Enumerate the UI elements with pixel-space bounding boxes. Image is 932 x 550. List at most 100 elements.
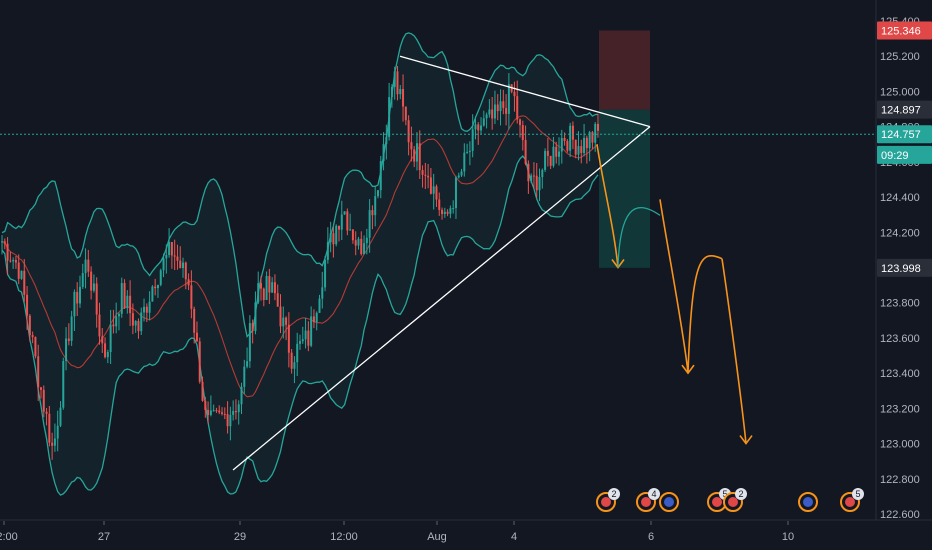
- event-flag: [845, 497, 855, 507]
- candle-body: [365, 237, 368, 244]
- candle-body: [67, 338, 70, 341]
- price-tag-entry: [877, 100, 932, 119]
- candle-body: [588, 132, 591, 149]
- triangle-lower-line: [232, 126, 651, 471]
- candle-body: [115, 316, 118, 327]
- candle-body: [285, 317, 288, 325]
- time-axis[interactable]: 12:00 27 29 12:00 Aug 4 6 10: [0, 519, 932, 543]
- candle-body: [310, 316, 313, 346]
- candle-body: [435, 186, 438, 200]
- event-badge-count: 4: [651, 489, 656, 499]
- candle-body: [276, 293, 279, 307]
- candle-body: [90, 271, 93, 291]
- candle-body: [212, 410, 215, 412]
- candle-body: [594, 123, 597, 143]
- candle-body: [493, 104, 496, 119]
- candle-body: [413, 149, 416, 162]
- candle-body: [340, 214, 343, 230]
- price-tick-label: 123.800: [880, 298, 920, 310]
- candle-body: [477, 124, 480, 131]
- candle-body: [583, 137, 586, 153]
- candle-body: [260, 283, 263, 289]
- candle-body: [134, 320, 137, 326]
- candle-body: [402, 89, 405, 107]
- candle-body: [98, 314, 101, 337]
- price-tag-countdown: [877, 145, 932, 164]
- candle-body: [148, 301, 151, 313]
- candle-body: [28, 315, 31, 336]
- candle-body: [251, 323, 254, 332]
- candle-body: [324, 259, 327, 288]
- candle-body: [201, 381, 204, 401]
- candle-body: [532, 175, 535, 177]
- candle-body: [424, 174, 427, 176]
- candle-body: [42, 389, 45, 412]
- candle-body: [304, 330, 307, 340]
- candle-body: [388, 97, 391, 137]
- candle-body: [26, 294, 29, 316]
- candle-body: [145, 306, 148, 313]
- candle-body: [187, 279, 190, 286]
- event-markers[interactable]: 2 4 5 2 5: [596, 488, 864, 512]
- candle-body: [162, 258, 165, 271]
- candle-body: [519, 119, 522, 126]
- candle-body: [360, 238, 363, 255]
- candle-body: [329, 233, 332, 243]
- candle-body: [318, 298, 321, 313]
- take-profit-zone: [599, 109, 650, 268]
- candle-body: [299, 341, 301, 344]
- event-badge: [608, 488, 620, 500]
- time-tick-label: 12:00: [0, 531, 18, 543]
- projection-curve: [617, 207, 661, 268]
- candle-body: [254, 302, 257, 332]
- candle-body: [20, 270, 23, 279]
- candle-body: [566, 140, 569, 151]
- candle-body: [354, 240, 357, 246]
- candle-body: [535, 175, 538, 191]
- candle-body: [499, 101, 502, 112]
- price-tags: 125.346 124.897 124.757 09:29 123.998: [877, 21, 932, 277]
- candle-body: [527, 163, 530, 182]
- candle-body: [179, 260, 182, 269]
- candle-body: [257, 283, 260, 303]
- candle-body: [159, 270, 162, 285]
- candle-body: [131, 313, 134, 326]
- price-tick-label: 122.800: [880, 474, 920, 486]
- candle-body: [335, 225, 338, 245]
- candle-body: [112, 324, 115, 327]
- candle-body: [474, 124, 477, 130]
- candle-body: [248, 323, 251, 362]
- candle-body: [505, 107, 508, 114]
- candle-body: [95, 283, 98, 315]
- candle-body: [410, 142, 413, 150]
- candle-body: [502, 101, 505, 108]
- candle-body: [101, 336, 104, 344]
- time-tick-label: 10: [782, 531, 794, 543]
- candle-body: [471, 129, 474, 151]
- candle-body: [301, 339, 304, 342]
- price-tick-label: 123.200: [880, 403, 920, 415]
- candle-body: [363, 243, 366, 255]
- candle-body: [521, 125, 524, 141]
- candle-body: [418, 143, 421, 171]
- time-tick-label: 29: [234, 531, 246, 543]
- candle-body: [466, 151, 469, 153]
- candle-body: [496, 104, 499, 112]
- candle-body: [460, 171, 463, 176]
- candle-body: [106, 352, 109, 358]
- candle-body: [577, 146, 580, 155]
- candle-body: [223, 413, 226, 415]
- time-tick-label: 12:00: [330, 531, 358, 543]
- event-badge-count: 2: [611, 489, 616, 499]
- candle-body: [143, 306, 146, 313]
- bollinger-bands: [1, 32, 599, 496]
- projection-leg-2: [659, 199, 689, 374]
- candle-body: [491, 109, 494, 119]
- candle-body: [137, 320, 140, 332]
- candle-body: [290, 352, 293, 369]
- candle-body: [120, 283, 123, 314]
- candle-body: [23, 270, 26, 295]
- triangle-upper-line: [399, 55, 651, 128]
- candle-body: [597, 123, 599, 131]
